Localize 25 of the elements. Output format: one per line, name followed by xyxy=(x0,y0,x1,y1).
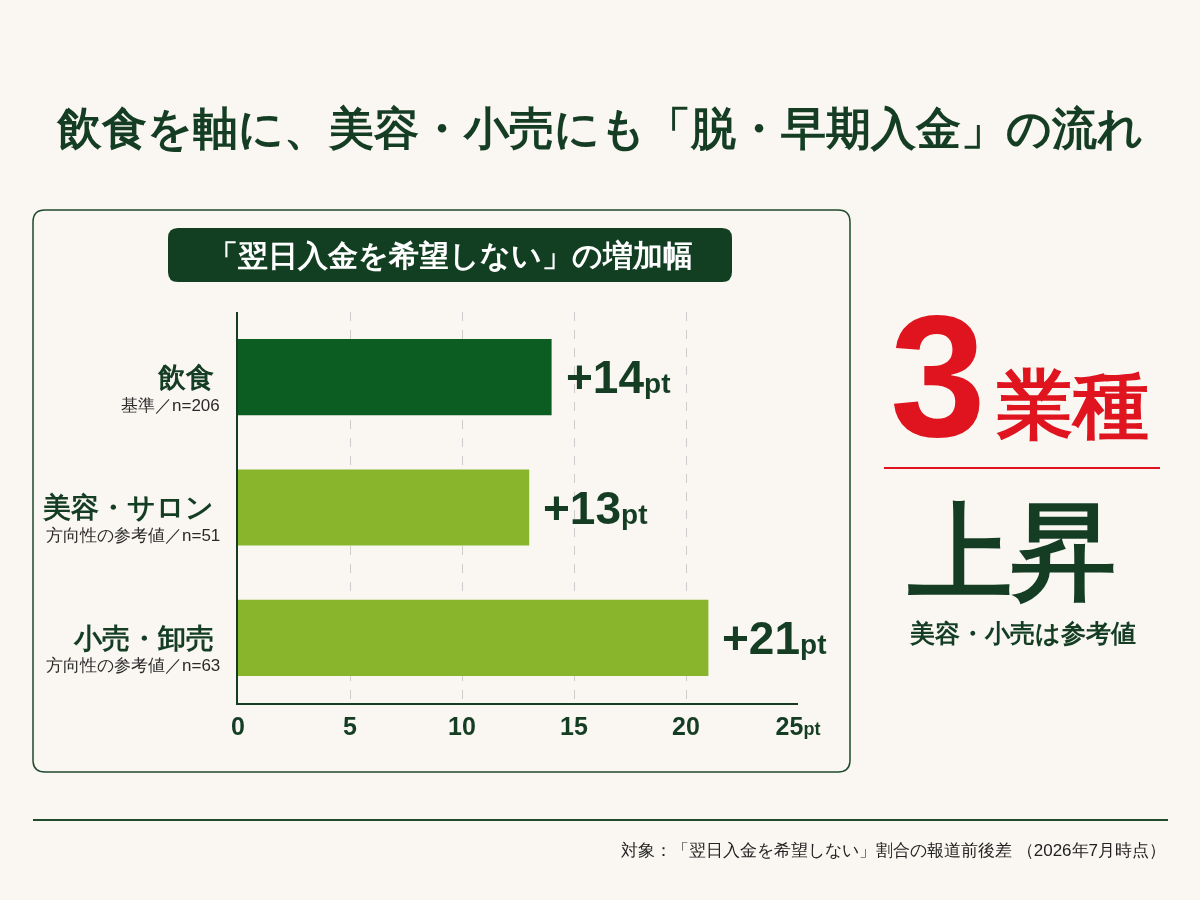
text: 業種 xyxy=(996,362,1149,447)
x-tick-label: 0 xyxy=(231,712,245,740)
bar xyxy=(238,339,552,416)
chart-title: 飲食を軸に、美容・小売にも「脱・早期入金」の流れ xyxy=(56,102,1143,154)
text: 上昇 xyxy=(908,494,1116,610)
y-tick-label: 美容・サロン xyxy=(42,492,215,524)
text: 基準／n=206 xyxy=(121,396,220,415)
data-label: +13pt xyxy=(543,482,648,534)
text: 3 xyxy=(890,280,986,472)
text: 美容・小売は参考値 xyxy=(909,619,1136,647)
chart-subtitle: 「翌日入金を希望しない」の増加幅 xyxy=(208,239,693,272)
x-tick-label: 10 xyxy=(448,712,476,740)
x-tick-label: 15 xyxy=(560,712,588,740)
x-tick-label: 5 xyxy=(343,712,358,740)
bar xyxy=(238,469,530,546)
text: 方向性の参考値／n=51 xyxy=(46,526,221,545)
bar xyxy=(238,599,709,676)
data-label: +21pt xyxy=(722,612,827,664)
data-label: +14pt xyxy=(566,351,671,403)
text: 対象：「翌日入金を希望しない」割合の報道前後差 （2026年7月時点） xyxy=(621,841,1166,860)
x-tick-label: 25pt xyxy=(775,712,821,740)
x-tick-label: 20 xyxy=(672,712,700,740)
y-tick-label: 小売・卸売 xyxy=(73,622,215,654)
text: 方向性の参考値／n=63 xyxy=(46,656,221,675)
y-tick-label: 飲食 xyxy=(157,361,215,393)
